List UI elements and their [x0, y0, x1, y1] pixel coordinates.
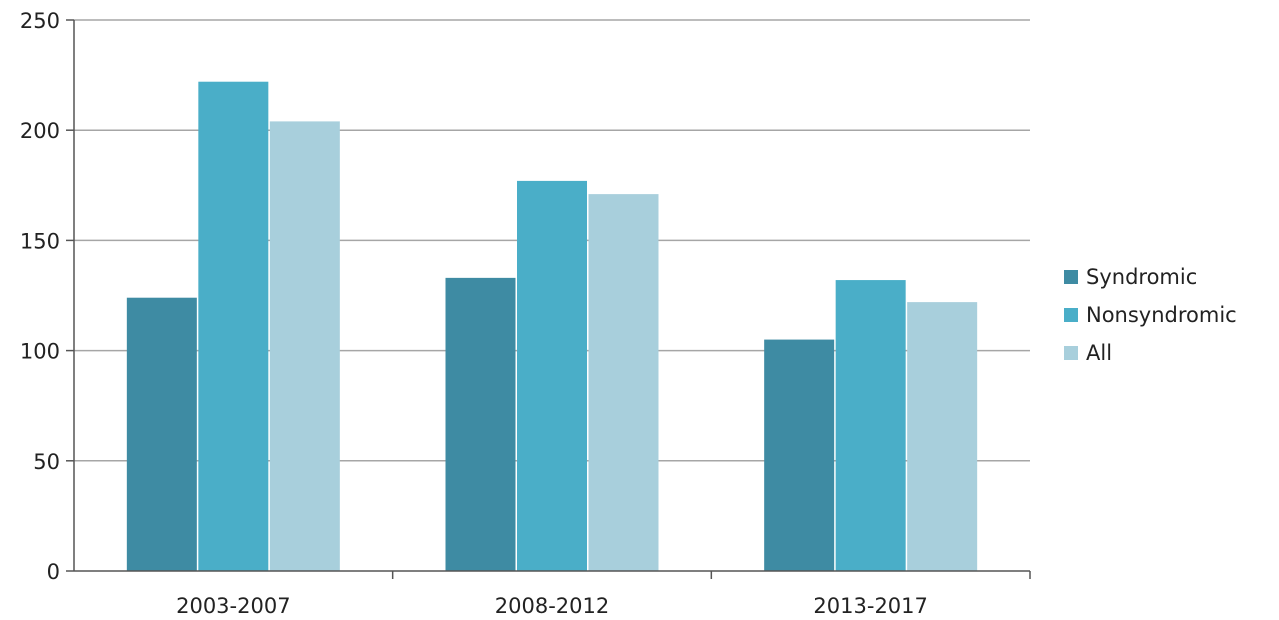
y-tick-label: 200: [20, 119, 60, 143]
axes: [73, 20, 1031, 579]
bar-all-2003-2007: [269, 121, 340, 571]
legend-swatch: [1064, 308, 1078, 322]
y-tick-label: 50: [33, 450, 60, 474]
x-tick-label: 2008-2012: [495, 594, 609, 618]
bar-all-2013-2017: [907, 302, 978, 571]
y-tick-label: 0: [47, 560, 60, 584]
y-tick-labels: 0 50 100 150 200 250: [20, 9, 60, 584]
x-tick-label: 2003-2007: [176, 594, 290, 618]
bar-syndromic-2003-2007: [126, 297, 197, 571]
bar-syndromic-2008-2012: [445, 277, 516, 571]
bars: [126, 81, 978, 571]
x-tick-labels: 2003-2007 2008-2012 2013-2017: [176, 594, 928, 618]
legend-label: All: [1086, 341, 1113, 365]
legend-swatch: [1064, 346, 1078, 360]
bar-nonsyndromic-2003-2007: [198, 81, 269, 571]
bar-nonsyndromic-2013-2017: [835, 280, 906, 571]
y-tick-label: 150: [20, 229, 60, 253]
legend-item-nonsyndromic: Nonsyndromic: [1064, 296, 1237, 334]
legend-item-syndromic: Syndromic: [1064, 258, 1237, 296]
legend-swatch: [1064, 270, 1078, 284]
x-tick-label: 2013-2017: [813, 594, 927, 618]
y-tick-label: 250: [20, 9, 60, 33]
legend-label: Syndromic: [1086, 265, 1198, 289]
bar-syndromic-2013-2017: [764, 339, 835, 571]
legend-item-all: All: [1064, 334, 1237, 372]
legend-label: Nonsyndromic: [1086, 303, 1237, 327]
legend: Syndromic Nonsyndromic All: [1064, 258, 1237, 372]
bar-nonsyndromic-2008-2012: [517, 180, 587, 571]
y-tick-label: 100: [20, 340, 60, 364]
bar-all-2008-2012: [588, 194, 659, 571]
